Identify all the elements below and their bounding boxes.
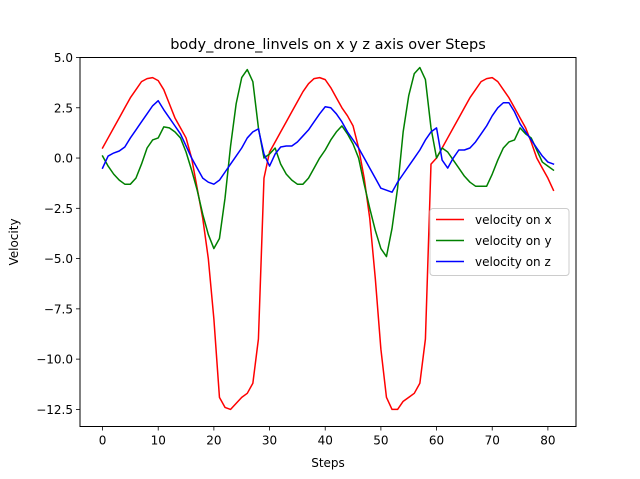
y-tick-label: −10.0 — [36, 353, 73, 367]
chart-title: body_drone_linvels on x y z axis over St… — [170, 37, 486, 53]
x-tick-label: 60 — [429, 434, 444, 448]
legend-label-3: velocity on z — [475, 255, 551, 269]
series-line-1 — [101, 76, 555, 411]
x-tick-label: 10 — [151, 434, 166, 448]
series-line-2 — [101, 66, 555, 258]
x-tick-label: 0 — [99, 434, 107, 448]
y-axis: 5.0 2.5 0.0 −2.5 −5.0 −7.5 −10.0 −12.5 — [36, 51, 80, 417]
x-tick-label: 70 — [485, 434, 500, 448]
y-tick-label: −12.5 — [36, 403, 73, 417]
y-tick-label: −5.0 — [44, 252, 73, 266]
y-tick-label: −7.5 — [44, 302, 73, 316]
legend-box — [429, 208, 570, 276]
series-line-3 — [101, 99, 555, 193]
x-tick-label: 80 — [540, 434, 555, 448]
y-tick-label: 0.0 — [54, 152, 73, 166]
y-axis-label: Velocity — [7, 218, 21, 265]
legend-label-2: velocity on y — [475, 234, 552, 248]
x-tick-label: 30 — [262, 434, 277, 448]
x-axis: 0 10 20 30 40 50 60 70 80 — [99, 426, 556, 448]
x-axis-label: Steps — [311, 456, 345, 470]
x-tick-label: 40 — [318, 434, 333, 448]
plot-area-frame — [79, 57, 577, 427]
y-tick-label: −2.5 — [44, 202, 73, 216]
x-tick-label: 20 — [206, 434, 221, 448]
y-tick-label: 2.5 — [54, 101, 73, 115]
x-tick-label: 50 — [373, 434, 388, 448]
legend: velocity on x velocity on y velocity on z — [429, 208, 570, 276]
series-layer — [101, 66, 555, 411]
legend-label-1: velocity on x — [475, 213, 552, 227]
y-tick-label: 5.0 — [54, 51, 73, 65]
